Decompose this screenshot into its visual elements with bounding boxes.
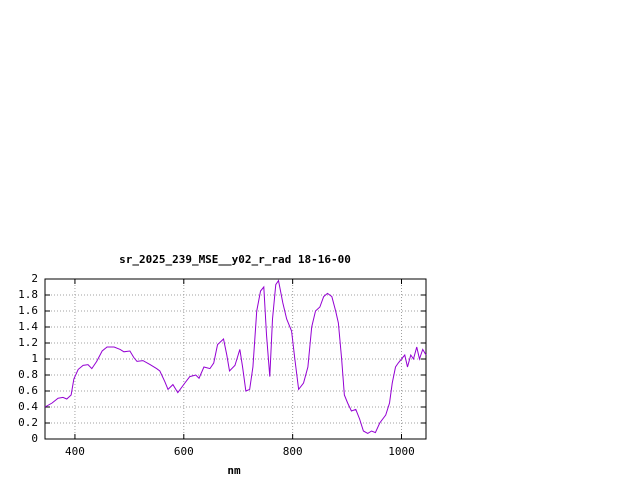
x-tick-label: 400 — [65, 445, 85, 458]
y-tick-label: 2 — [31, 272, 38, 285]
x-tick-label: 800 — [283, 445, 303, 458]
y-tick-label: 0 — [31, 432, 38, 445]
y-tick-label: 0.2 — [18, 416, 38, 429]
y-tick-label: 1.2 — [18, 336, 38, 349]
plot-frame — [44, 278, 427, 440]
y-tick-label: 1.4 — [18, 320, 38, 333]
y-tick-label: 1.8 — [18, 288, 38, 301]
chart-title: sr_2025_239_MSE__y02_r_rad 18-16-00 — [119, 253, 351, 266]
x-tick-label: 600 — [174, 445, 194, 458]
x-axis-label: nm — [227, 464, 241, 477]
y-tick-label: 0.8 — [18, 368, 38, 381]
y-tick-label: 0.6 — [18, 384, 38, 397]
y-tick-label: 1 — [31, 352, 38, 365]
y-tick-label: 1.6 — [18, 304, 38, 317]
data-line — [44, 279, 427, 434]
y-tick-label: 0.4 — [18, 400, 38, 413]
x-tick-label: 1000 — [388, 445, 415, 458]
